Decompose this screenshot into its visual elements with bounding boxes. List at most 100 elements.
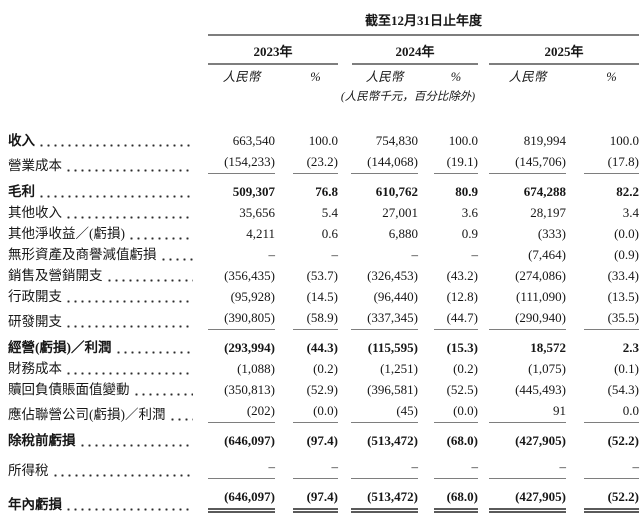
year-2023-cell: 2023年 [196, 36, 338, 65]
cell-value: (646,097) [224, 433, 275, 448]
cell-value: (1,088) [237, 361, 275, 376]
row-label-cell: 銷售及營銷開支 [8, 263, 196, 284]
table-row: 行政開支 (95,928) (14.5) (96,440) (12.8) (111,090… [8, 284, 639, 305]
cell-value: (337,345) [338, 305, 418, 330]
dot-leader [65, 508, 193, 511]
row-label-cell: 其他收入 [8, 200, 196, 221]
cell-value: (333) [537, 226, 566, 241]
cell-value: 674,288 [523, 184, 566, 199]
cell-value: (33.4) [607, 268, 640, 283]
cell-value: (19.1) [418, 149, 478, 174]
cell-value: (0.9) [614, 247, 640, 262]
income-statement-table: 截至12月31日止年度 2023年 2024年 2025年 人民幣 % 人 [8, 10, 640, 513]
cell-value: 100.0 [448, 133, 478, 148]
cell-value: 509,307 [232, 184, 275, 199]
cell-value: 6,880 [388, 226, 418, 241]
cell-value: – [478, 449, 566, 479]
cell-value: 2.3 [622, 340, 640, 355]
cell-value: (53.7) [306, 268, 338, 283]
cell-value: 3.6 [461, 205, 478, 220]
cell-value: – [471, 247, 479, 262]
table-row: 年內虧損 (646,097) (97.4) (513,472) (68.0) (427,9… [8, 479, 640, 513]
cell-value: (45) [338, 398, 418, 423]
row-label-cell: 經營(虧損)／利潤 [8, 330, 196, 356]
unit-note: (人民幣千元，百分比除外) [340, 91, 476, 103]
cell-value: 80.9 [455, 184, 478, 199]
cell-value: 76.8 [315, 184, 338, 199]
table-row: 其他淨收益／(虧損) 4,211 0.6 6,880 0.9 (333) (0.0) [8, 221, 639, 242]
row-label-cell: 應佔聯營公司(虧損)／利潤 [8, 398, 196, 423]
cell-value: (12.8) [446, 289, 478, 304]
row-label-cell: 除稅前虧損 [8, 423, 196, 449]
row-label-cell: 營業成本 [8, 149, 196, 174]
row-label: 營業成本 [8, 158, 62, 173]
cell-value: (646,097) [196, 479, 275, 513]
currency-header-2023: 人民幣 [222, 70, 261, 84]
cell-value: (1,075) [528, 361, 566, 376]
table-row: 毛利 509,307 76.8 610,762 80.9 674,288 82.2 [8, 174, 639, 200]
cell-value: (52.2) [607, 433, 640, 448]
cell-value: (68.0) [446, 433, 478, 448]
cell-value: (97.4) [275, 479, 338, 513]
table-row: 財務成本 (1,088) (0.2) (1,251) (0.2) (1,075) (0.1) [8, 356, 639, 377]
period-title-cell: 截至12月31日止年度 [196, 10, 640, 36]
cell-value: – [418, 449, 478, 479]
dot-leader [105, 279, 193, 282]
cell-value: (58.9) [275, 305, 338, 330]
cell-value: (274,086) [515, 268, 566, 283]
cell-value: (52.9) [306, 382, 338, 397]
cell-value: 18,572 [530, 340, 566, 355]
cell-value: (0.0) [614, 226, 640, 241]
cell-value: (0.2) [313, 361, 338, 376]
dot-leader [114, 351, 193, 354]
dot-leader [128, 237, 193, 240]
row-label-cell: 其他淨收益／(虧損) [8, 221, 196, 242]
cell-value: (396,581) [367, 382, 418, 397]
cell-value: – [411, 247, 419, 262]
empty-corner-cell [8, 65, 196, 85]
cell-value: (54.3) [607, 382, 640, 397]
cell-value: (390,805) [196, 305, 275, 330]
dot-leader [65, 300, 193, 303]
year-2023-label: 2023年 [208, 36, 338, 65]
cell-value: (0.2) [453, 361, 478, 376]
year-2025-cell: 2025年 [478, 36, 640, 65]
percent-header-2024: % [450, 70, 462, 84]
percent-header-2025: % [606, 70, 617, 84]
cell-value: (290,940) [478, 305, 566, 330]
row-label: 其他淨收益／(虧損) [8, 226, 125, 241]
cell-value: (13.5) [607, 289, 640, 304]
table-row: 除稅前虧損 (646,097) (97.4) (513,472) (68.0) (427,… [8, 423, 639, 449]
table-body: 收入 663,540 100.0 754,830 100.0 819,994 100.0 營業… [8, 128, 640, 513]
cell-value: (427,905) [478, 479, 566, 513]
cell-value: (427,905) [515, 433, 566, 448]
cell-value: (0.1) [614, 361, 640, 376]
cell-value: (52.2) [566, 479, 640, 513]
empty-corner-cell [8, 36, 196, 65]
unit-note-row: (人民幣千元，百分比除外) [8, 85, 639, 128]
percent-header-2023: % [310, 70, 321, 84]
cell-value: (0.0) [275, 398, 338, 423]
cell-value: – [331, 247, 339, 262]
currency-header-2024: 人民幣 [365, 70, 404, 84]
table-row: 經營(虧損)／利潤 (293,994) (44.3) (115,595) (15.3) 1… [8, 330, 639, 356]
dot-leader [51, 474, 193, 477]
row-label-cell: 無形資產及商譽減值虧損 [8, 242, 196, 263]
year-2024-cell: 2024年 [338, 36, 478, 65]
table-row: 應佔聯營公司(虧損)／利潤 (202) (0.0) (45) (0.0) 91 0.0 [8, 398, 640, 423]
cell-value: 610,762 [375, 184, 418, 199]
row-label-cell: 研發開支 [8, 305, 196, 330]
table-row: 營業成本 (154,233) (23.2) (144,068) (19.1) (145,7… [8, 149, 640, 174]
cell-value: (350,813) [224, 382, 275, 397]
row-label-cell: 贖回負債賬面值變動 [8, 377, 196, 398]
cell-value: (44.7) [418, 305, 478, 330]
cell-value: (356,435) [224, 268, 275, 283]
cell-value: (111,090) [516, 289, 566, 304]
table-row: 其他收入 35,656 5.4 27,001 3.6 28,197 3.4 [8, 200, 639, 221]
cell-value: – [196, 449, 275, 479]
dot-leader [65, 169, 193, 172]
row-label: 其他收入 [8, 205, 62, 220]
row-label: 無形資產及商譽減值虧損 [8, 247, 157, 262]
cell-value: (513,472) [367, 433, 418, 448]
